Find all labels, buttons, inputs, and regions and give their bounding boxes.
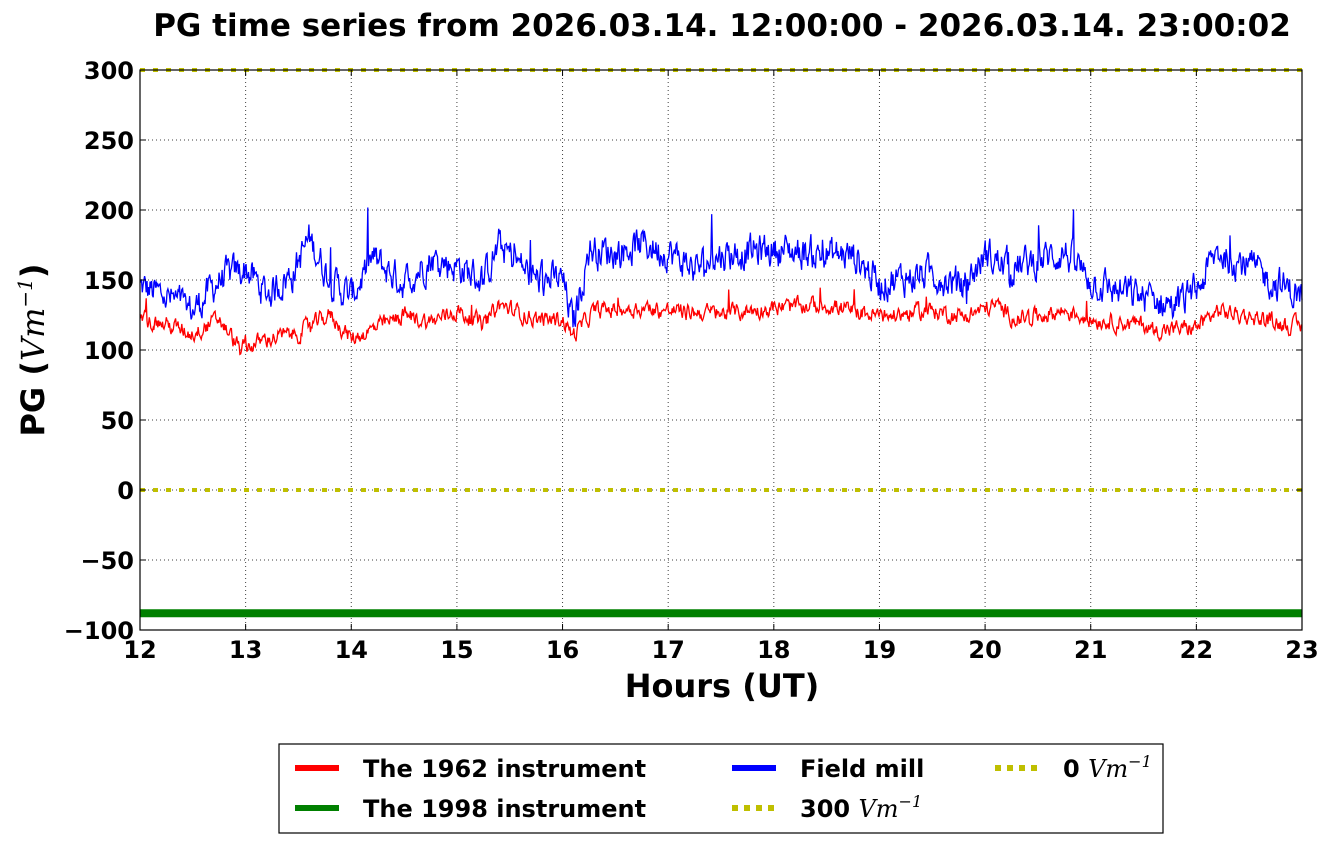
y-tick-label: 200 xyxy=(84,197,134,225)
chart-title: PG time series from 2026.03.14. 12:00:00… xyxy=(153,8,1291,44)
x-tick-label: 20 xyxy=(968,636,1001,664)
x-tick-label: 14 xyxy=(335,636,368,664)
legend-item: 300 Vm−1 xyxy=(732,792,922,823)
grid-lines xyxy=(140,70,1302,630)
y-tick-label: 0 xyxy=(117,477,134,505)
legend-label: The 1962 instrument xyxy=(363,755,646,783)
x-tick-label: 23 xyxy=(1285,636,1318,664)
legend-label-math: Vm xyxy=(858,795,898,823)
y-tick-label: 50 xyxy=(101,407,134,435)
legend-box xyxy=(278,743,1164,834)
legend-label-value: 0 xyxy=(1063,755,1088,783)
x-tick-label: 21 xyxy=(1074,636,1107,664)
y-tick-label: 100 xyxy=(84,337,134,365)
series-field-mill-line xyxy=(139,207,1303,328)
y-tick-label: −100 xyxy=(64,617,134,645)
x-tick-label: 13 xyxy=(229,636,262,664)
x-tick-label: 17 xyxy=(651,636,684,664)
x-tick-label: 19 xyxy=(863,636,896,664)
legend-label: Field mill xyxy=(800,755,924,783)
legend-item: The 1962 instrument xyxy=(295,755,646,783)
legend-label-value: 300 xyxy=(800,795,858,823)
series-the-1962-instrument-line xyxy=(139,287,1303,356)
y-axis-label-math: Vm xyxy=(14,308,52,361)
y-tick-label: 250 xyxy=(84,127,134,155)
legend-item: The 1998 instrument xyxy=(295,795,646,823)
legend-label-sup: −1 xyxy=(899,792,923,811)
legend-item: Field mill xyxy=(732,755,924,783)
x-tick-label: 18 xyxy=(757,636,790,664)
y-axis-label-close: ) xyxy=(14,263,52,278)
series-layer xyxy=(139,68,1303,618)
legend-label: The 1998 instrument xyxy=(363,795,646,823)
y-tick-label: −50 xyxy=(80,547,134,575)
x-tick-label: 15 xyxy=(440,636,473,664)
axis-ticks: 12 13 14 15 16 17 18 19 20 21 22 23 −100 −50 0 50 100 150… xyxy=(64,57,1319,664)
legend-label-sup: −1 xyxy=(1128,752,1152,771)
legend-label: 0 Vm−1 xyxy=(1063,752,1152,783)
legend-item: 0 Vm−1 xyxy=(995,752,1152,783)
y-axis-label-sup: −1 xyxy=(13,278,37,307)
x-tick-label: 22 xyxy=(1180,636,1213,664)
x-tick-label: 12 xyxy=(123,636,156,664)
y-axis-label: PG (Vm−1) xyxy=(13,263,52,436)
y-tick-label: 150 xyxy=(84,267,134,295)
legend: The 1962 instrument The 1998 instrument Fi… xyxy=(278,743,1164,834)
y-axis-label-text: PG ( xyxy=(14,361,52,436)
x-tick-label: 16 xyxy=(546,636,579,664)
y-tick-label: 300 xyxy=(84,57,134,85)
legend-label-math: Vm xyxy=(1088,755,1128,783)
x-axis-label: Hours (UT) xyxy=(625,667,820,705)
legend-label: 300 Vm−1 xyxy=(800,792,922,823)
